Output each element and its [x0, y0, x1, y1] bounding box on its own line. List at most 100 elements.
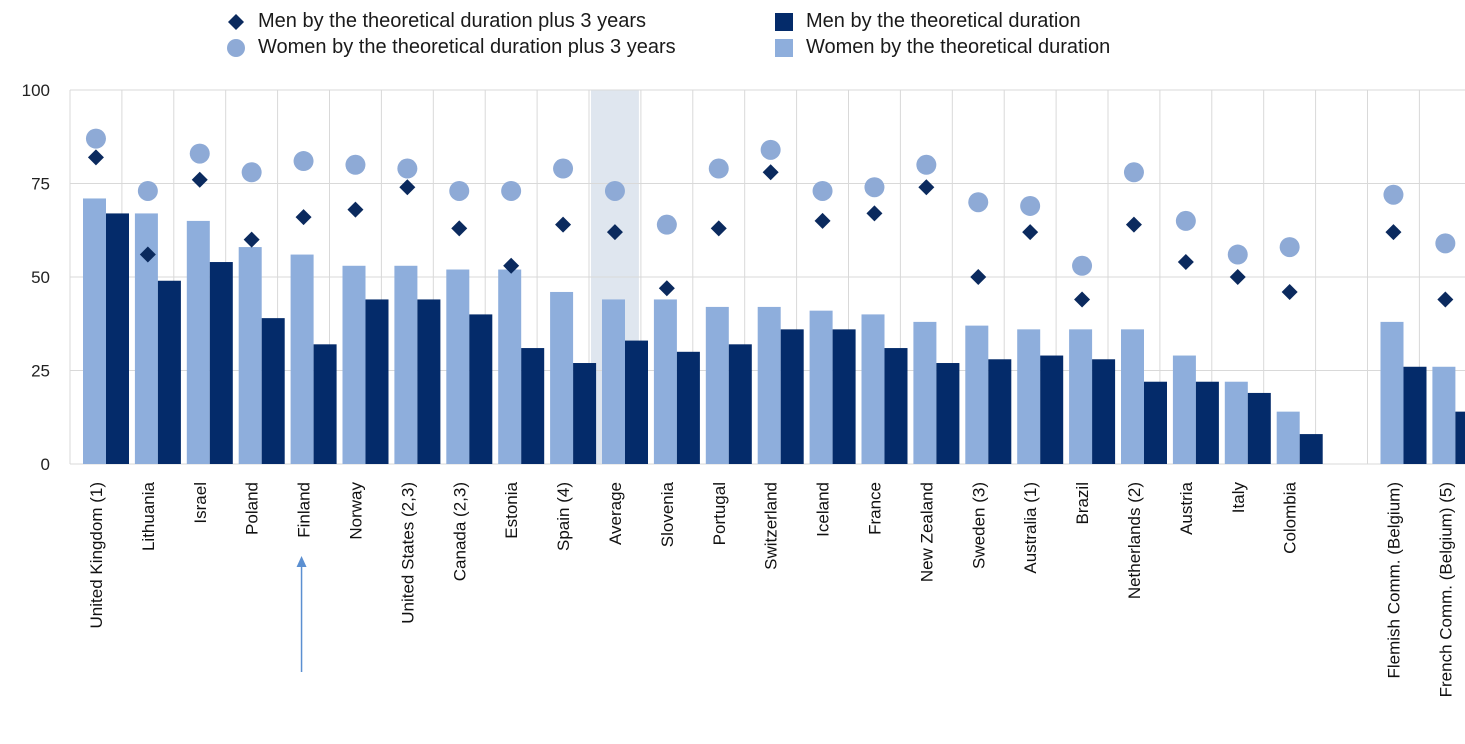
legend-label-women-plus3: Women by the theoretical duration plus 3… [258, 36, 676, 58]
marker-men-plus3-switzerland [762, 164, 779, 181]
bar-men-austria [1195, 381, 1219, 464]
marker-women-plus3-poland [241, 162, 262, 183]
square-marker-icon [775, 38, 793, 57]
x-tick-label: United States (2,3) [398, 482, 417, 624]
x-tick-label: Brazil [1073, 482, 1092, 525]
bar-women-colombia [1276, 411, 1300, 464]
bar-women-brazil [1069, 329, 1093, 464]
bar-women-average [602, 299, 625, 464]
bar-men-lithuania [157, 280, 181, 464]
x-tick-label: Canada (2,3) [450, 482, 469, 581]
bar-women-australia-1 [1017, 329, 1041, 464]
bar-men-spain-4 [573, 363, 597, 464]
marker-women-plus3-italy [1227, 244, 1248, 265]
x-tick-label: Norway [346, 482, 365, 540]
marker-women-plus3-switzerland [760, 139, 781, 160]
bar-women-finland [290, 254, 314, 464]
bar-women-portugal [705, 306, 729, 464]
bar-men-brazil [1092, 359, 1116, 464]
bar-men-australia-1 [1040, 355, 1064, 464]
x-tick-label: Finland [295, 482, 314, 538]
marker-men-plus3-norway [347, 201, 364, 218]
bar-women-iceland [809, 310, 833, 464]
bar-women-netherlands-2 [1121, 329, 1144, 464]
marker-men-plus3-lithuania [139, 246, 156, 263]
x-tick-label: Portugal [710, 482, 729, 545]
x-tick-label: Spain (4) [554, 482, 573, 551]
bar-men-united-states-2-3 [417, 299, 441, 464]
marker-women-plus3-france [864, 177, 885, 198]
marker-women-plus3-sweden-3 [968, 192, 989, 213]
marker-men-plus3-finland [295, 209, 312, 226]
x-tick-label: France [865, 482, 884, 535]
x-tick-label: United Kingdom (1) [87, 482, 106, 628]
marker-women-plus3-spain-4 [553, 158, 574, 179]
x-tick-label: Slovenia [658, 481, 677, 547]
bar-men-israel [209, 262, 233, 464]
bar-men-netherlands-2 [1144, 381, 1167, 464]
bar-women-united-states-2-3 [394, 265, 418, 464]
marker-men-plus3-brazil [1074, 291, 1091, 308]
diamond-marker-icon [228, 13, 244, 30]
annotation-arrow-head [296, 556, 307, 567]
marker-men-plus3-slovenia [658, 280, 675, 297]
y-tick-label: 25 [31, 362, 50, 381]
y-tick-label: 100 [22, 81, 50, 100]
bar-men-finland [313, 344, 337, 464]
legend-item-women-plus3: Women by the theoretical duration plus 3… [226, 36, 676, 59]
marker-men-plus3-iceland [814, 212, 831, 229]
bar-women-french-comm-belgium-5 [1432, 366, 1456, 464]
marker-women-plus3-united-states-2-3 [397, 158, 418, 179]
bar-women-flemish-comm-belgium [1380, 321, 1404, 464]
bar-women-norway [342, 265, 366, 464]
marker-men-plus3-canada-2-3 [451, 220, 468, 237]
marker-women-plus3-iceland [812, 180, 833, 201]
y-tick-label: 0 [41, 455, 50, 474]
bar-women-poland [238, 247, 262, 464]
marker-men-plus3-austria [1177, 254, 1194, 271]
marker-women-plus3-lithuania [137, 180, 158, 201]
x-tick-label: Switzerland [762, 482, 781, 570]
marker-women-plus3-portugal [708, 158, 729, 179]
marker-men-plus3-average [606, 224, 623, 241]
bar-men-portugal [728, 344, 752, 464]
marker-women-plus3-united-kingdom-1 [85, 128, 106, 149]
bar-women-lithuania [134, 213, 158, 464]
bar-women-slovenia [653, 299, 677, 464]
bar-men-france [884, 348, 908, 464]
x-tick-label: Israel [191, 482, 210, 524]
bar-men-colombia [1299, 434, 1323, 464]
marker-women-plus3-colombia [1279, 237, 1300, 258]
legend-item-men-theoretical: Men by the theoretical duration [774, 10, 1081, 33]
marker-women-plus3-french-comm-belgium-5 [1435, 233, 1456, 254]
y-tick-label: 50 [31, 268, 50, 287]
bar-women-israel [186, 220, 210, 464]
x-tick-label: Average [606, 482, 625, 545]
marker-women-plus3-average [604, 180, 625, 201]
x-tick-label: Austria [1177, 481, 1196, 534]
square-marker-icon [775, 12, 793, 31]
x-tick-label: Poland [243, 482, 262, 535]
marker-men-plus3-france [866, 205, 883, 222]
marker-men-plus3-new-zealand [918, 179, 935, 196]
bar-men-canada-2-3 [469, 314, 493, 464]
marker-men-plus3-israel [191, 171, 208, 188]
legend-label-men-theoretical: Men by the theoretical duration [806, 10, 1081, 32]
bar-men-estonia [521, 348, 545, 464]
bar-women-sweden-3 [965, 325, 989, 464]
marker-women-plus3-australia-1 [1020, 195, 1041, 216]
marker-women-plus3-norway [345, 154, 366, 175]
marker-men-plus3-netherlands-2 [1125, 216, 1142, 233]
x-tick-label: Italy [1229, 482, 1248, 514]
marker-men-plus3-italy [1229, 269, 1246, 285]
bar-men-sweden-3 [988, 359, 1012, 464]
marker-men-plus3-poland [243, 231, 260, 248]
bar-women-united-kingdom-1 [83, 198, 106, 464]
marker-men-plus3-estonia [503, 257, 520, 274]
x-tick-label: Estonia [502, 481, 521, 538]
marker-men-plus3-french-comm-belgium-5 [1437, 291, 1454, 308]
x-tick-label: French Comm. (Belgium) (5) [1436, 482, 1455, 697]
bar-women-spain-4 [550, 291, 574, 464]
legend-item-men-plus3: Men by the theoretical duration plus 3 y… [226, 10, 646, 33]
